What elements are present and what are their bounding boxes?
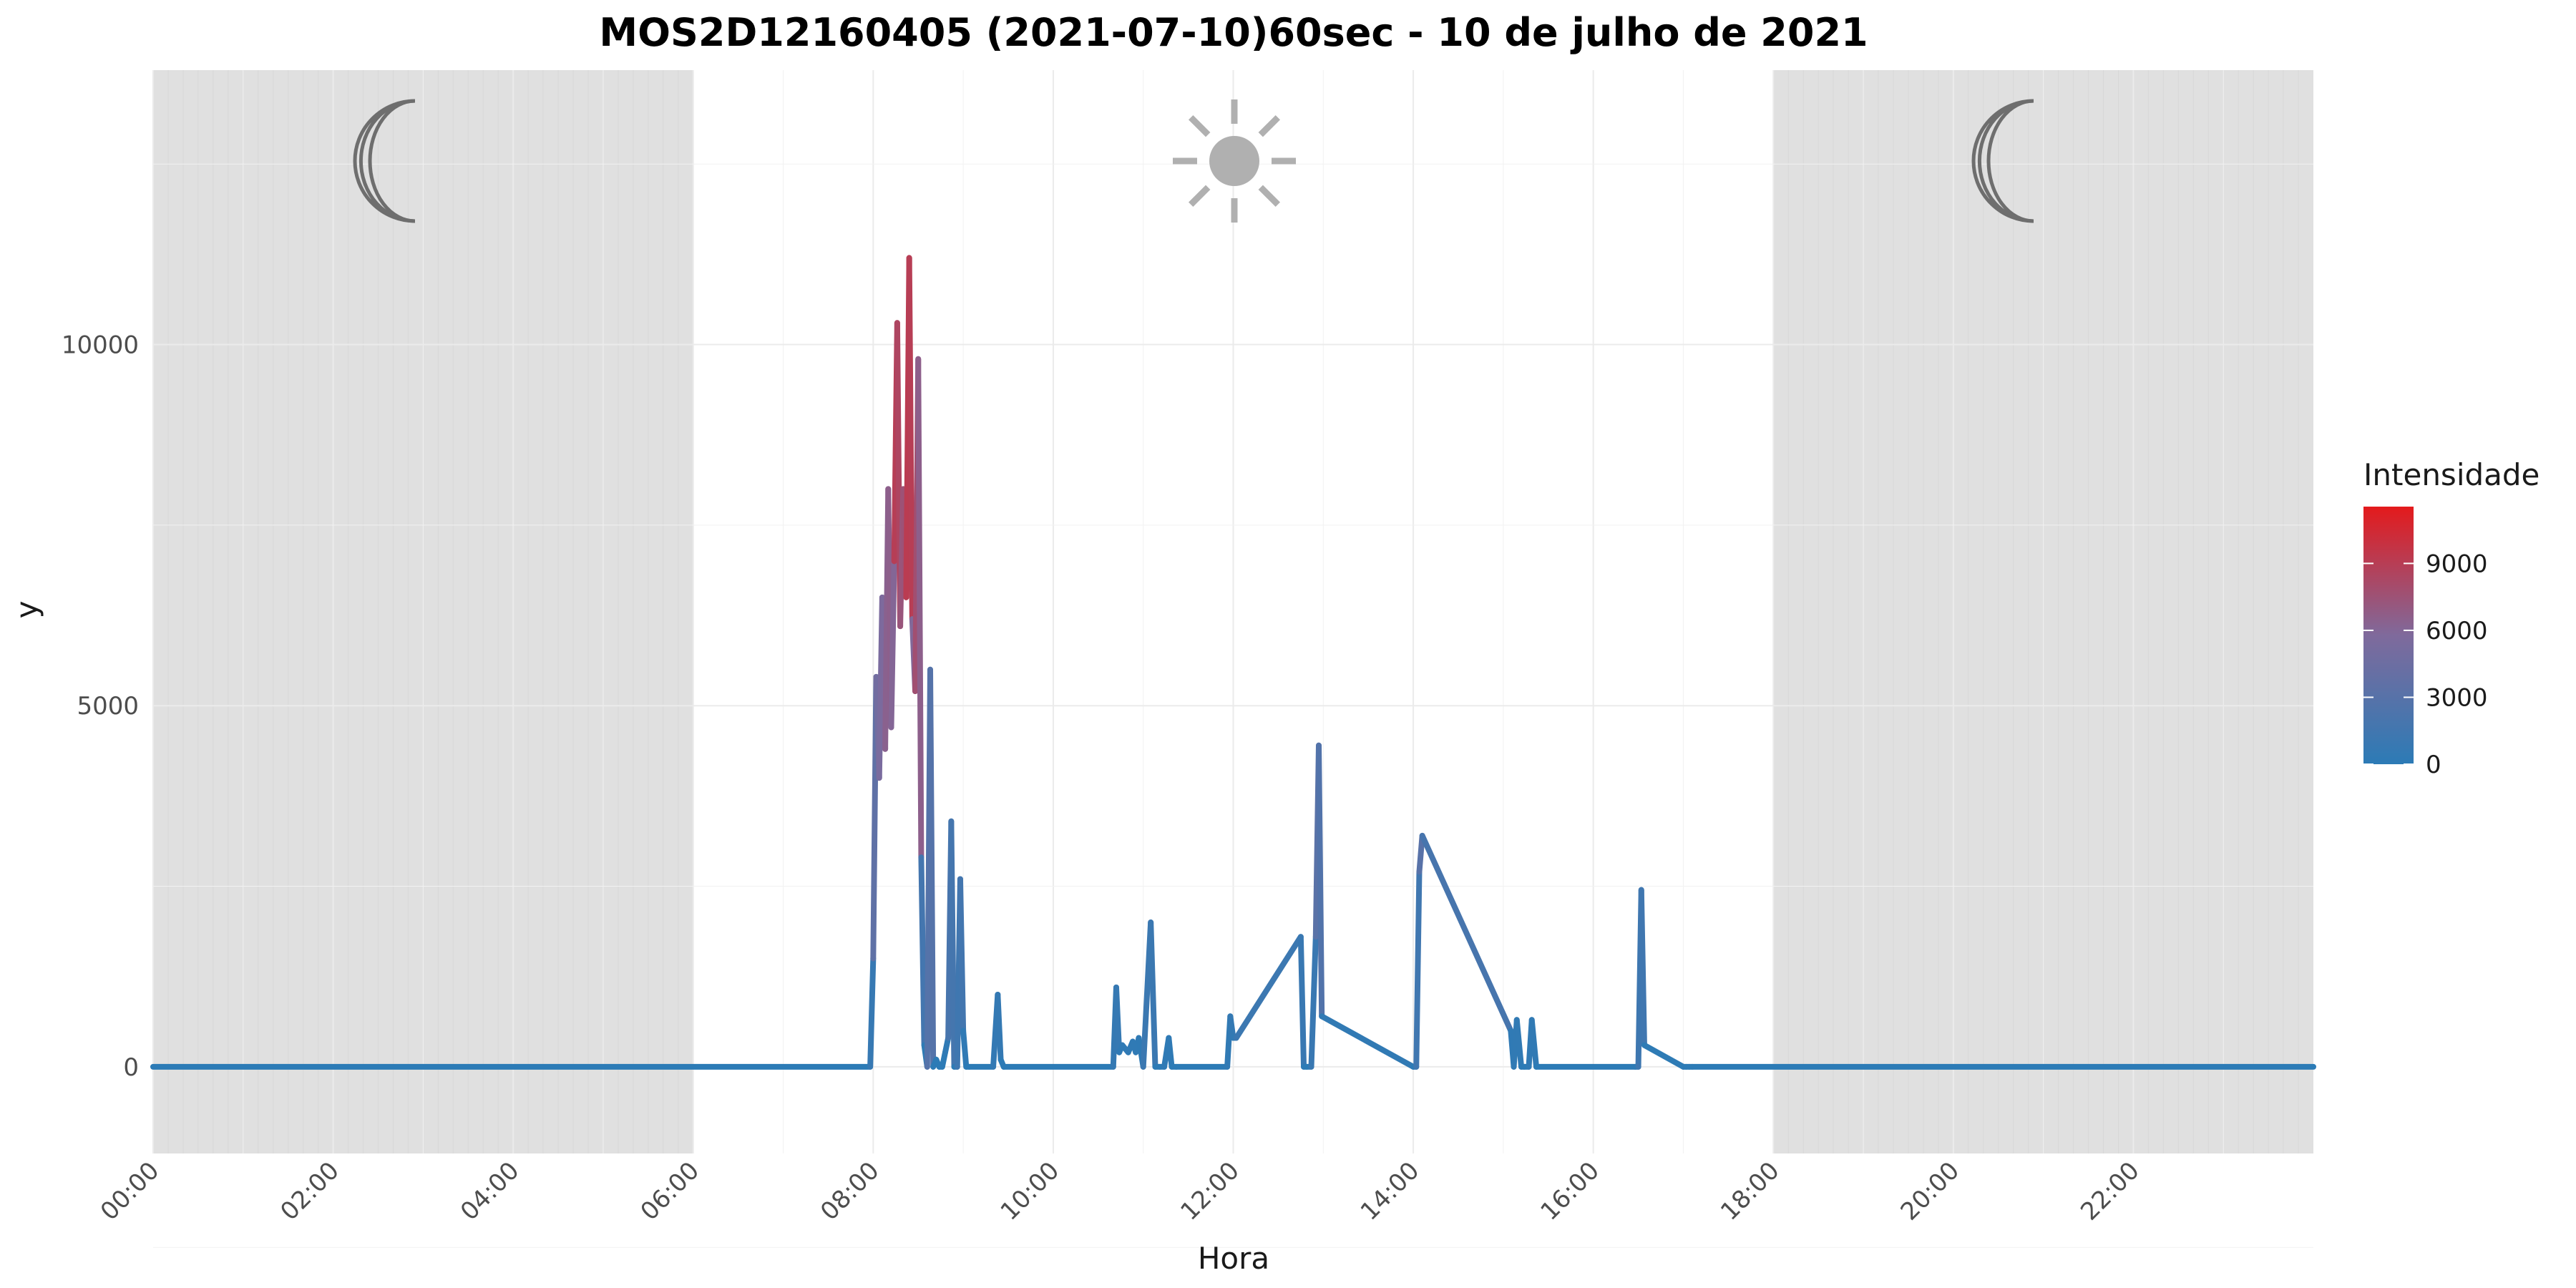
grid <box>152 70 2313 1248</box>
legend-tick-label: 3000 <box>2426 683 2488 712</box>
series-segment <box>995 991 1004 1063</box>
x-tick-label: 10:00 <box>995 1156 1065 1226</box>
x-tick-label: 02:00 <box>275 1156 345 1226</box>
series-segment <box>1297 934 1307 1070</box>
series-segment <box>1308 934 1319 1070</box>
x-tick-label: 18:00 <box>1715 1156 1785 1226</box>
series-segment <box>1641 1042 1687 1070</box>
series-segment <box>1227 1013 1236 1041</box>
series-segment <box>1413 869 1423 1070</box>
series-segment <box>1513 1017 1525 1070</box>
legend-tick-label: 0 <box>2426 751 2441 779</box>
x-tick-label: 04:00 <box>455 1156 525 1226</box>
legend: Intensidade 0 3000 6000 9000 <box>2363 457 2540 779</box>
series-segment <box>927 666 937 1070</box>
series-segment <box>948 818 957 1070</box>
series-segment <box>1319 1013 1417 1070</box>
series-segment <box>867 955 877 1070</box>
day-night-icons <box>353 99 2034 223</box>
legend-tick-label: 9000 <box>2426 550 2488 578</box>
x-tick-label: 20:00 <box>1896 1156 1966 1226</box>
legend-ticks: 0 3000 6000 9000 <box>2363 550 2488 779</box>
moon-icon <box>353 99 416 223</box>
x-tick-label: 14:00 <box>1355 1156 1425 1226</box>
x-tick-label: 06:00 <box>635 1156 706 1226</box>
y-axis-title: y <box>9 601 44 619</box>
x-tick-label: 16:00 <box>1535 1156 1605 1226</box>
series-segment <box>1638 887 1647 1048</box>
series-segment <box>1233 934 1304 1041</box>
x-tick-label: 00:00 <box>95 1156 165 1226</box>
x-tick-label: 08:00 <box>815 1156 885 1226</box>
series-segment <box>1416 832 1425 875</box>
series <box>150 255 2316 1070</box>
y-tick-label: 10000 <box>62 331 139 360</box>
y-tick-label: 5000 <box>77 692 139 721</box>
x-tick-label: 22:00 <box>2075 1156 2145 1226</box>
legend-colorbar <box>2363 507 2414 764</box>
x-axis-title: Hora <box>1198 1241 1269 1276</box>
x-tick-label: 12:00 <box>1175 1156 1245 1226</box>
series-segment <box>960 1028 970 1070</box>
series-segment <box>1148 919 1158 1070</box>
series-segment <box>957 876 967 1034</box>
series-segment <box>918 854 927 1048</box>
series-segment <box>1113 984 1123 1055</box>
series-segment <box>906 255 915 623</box>
y-axis-ticks: 0 5000 10000 <box>62 331 139 1082</box>
legend-tick-label: 6000 <box>2426 617 2488 645</box>
series-segment <box>1528 1017 1539 1070</box>
moon-icon <box>1971 99 2034 223</box>
chart-title: MOS2D12160405 (2021-07-10)60sec - 10 de … <box>599 10 1868 55</box>
legend-title: Intensidade <box>2363 457 2540 492</box>
sun-icon <box>1173 99 1296 223</box>
series-segment <box>915 356 924 861</box>
series-segment <box>888 558 897 731</box>
series-segment <box>1419 832 1514 1034</box>
series-segment <box>1316 742 1325 1020</box>
x-axis-ticks: 00:00 02:00 04:00 06:00 08:00 10:00 12:00 14:00… <box>95 1156 2145 1226</box>
y-tick-label: 0 <box>123 1053 139 1082</box>
series-segment <box>1166 1035 1175 1070</box>
